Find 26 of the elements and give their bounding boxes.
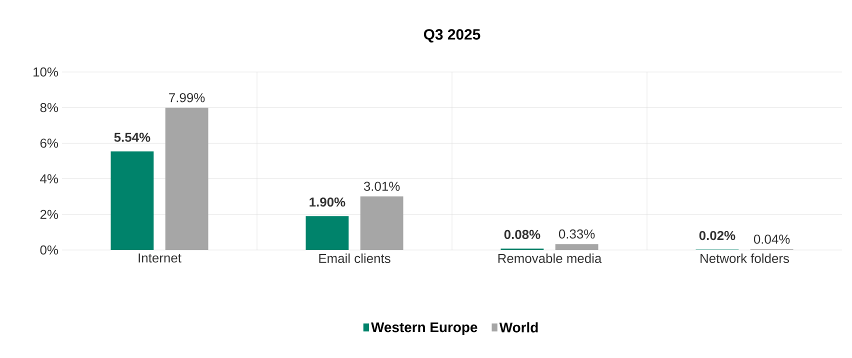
- chart-title: Q3 2025: [424, 29, 480, 42]
- legend-label: Western Europe: [371, 322, 478, 335]
- y-tick-label: 2%: [40, 210, 58, 219]
- x-tick-label: Removable media: [498, 254, 602, 264]
- data-label: 5.54%: [114, 132, 150, 142]
- bar: [110, 151, 154, 250]
- data-label: 0.33%: [558, 229, 595, 239]
- x-tick-label: Network folders: [700, 254, 790, 264]
- data-label: 0.08%: [504, 230, 540, 240]
- y-tick-label: 6%: [40, 138, 58, 148]
- data-label: 0.04%: [754, 234, 790, 244]
- y-tick-label: 4%: [40, 174, 58, 184]
- y-tick-label: 0%: [40, 245, 58, 255]
- legend-label: World: [499, 322, 538, 332]
- y-tick-label: 10%: [34, 67, 58, 77]
- bar: [555, 244, 598, 250]
- y-tick-label: 8%: [40, 103, 58, 112]
- data-label: 7.99%: [169, 93, 205, 102]
- x-tick-label: Internet: [138, 254, 182, 263]
- data-label: 1.90%: [310, 197, 346, 207]
- bar: [165, 108, 208, 250]
- x-tick-label: Email clients: [319, 254, 390, 264]
- bar: [360, 196, 404, 250]
- data-label: 3.01%: [364, 182, 400, 191]
- bar: [306, 216, 349, 250]
- data-label: 0.02%: [699, 230, 736, 240]
